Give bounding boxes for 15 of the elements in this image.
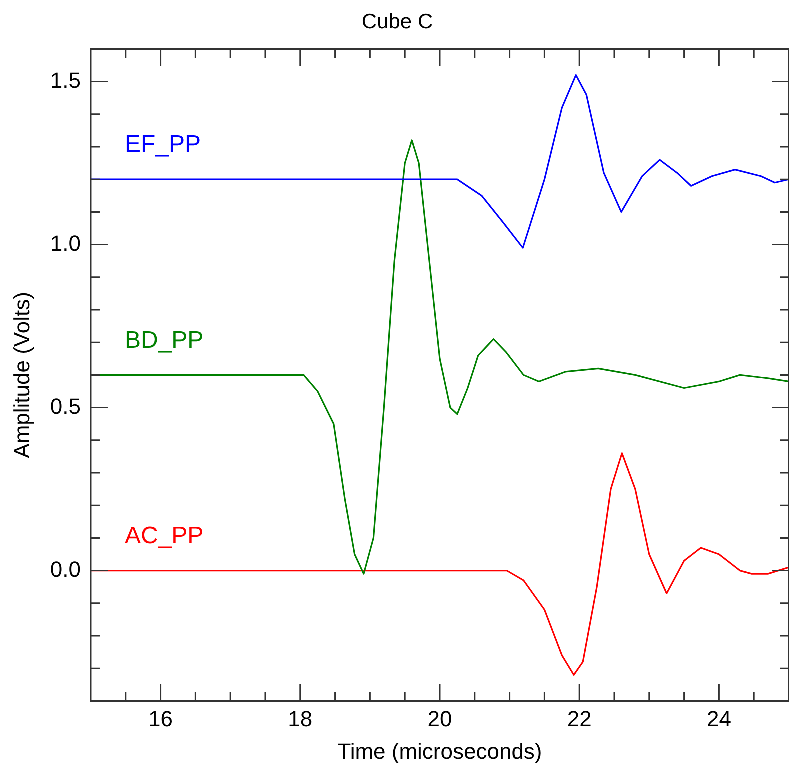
x-tick-label: 16 [148,706,174,732]
series-label: EF_PP [124,131,202,158]
y-axis-title: Amplitude (Volts) [9,292,34,458]
x-tick-label: 18 [288,706,313,732]
x-axis-title: Time (microseconds) [338,738,542,764]
series-label: BD_PP [124,326,204,354]
x-tick-label: 24 [706,706,732,732]
x-tick-label: 22 [567,706,592,732]
x-tick-label: 20 [428,706,452,732]
y-tick-label: 0.5 [50,394,81,419]
series-label: AC_PP [124,522,204,550]
y-tick-label: 1.0 [50,230,81,256]
y-tick-label: 1.5 [50,68,81,93]
chart-title: Cube C [362,10,434,34]
y-tick-label: 0.0 [50,556,81,582]
